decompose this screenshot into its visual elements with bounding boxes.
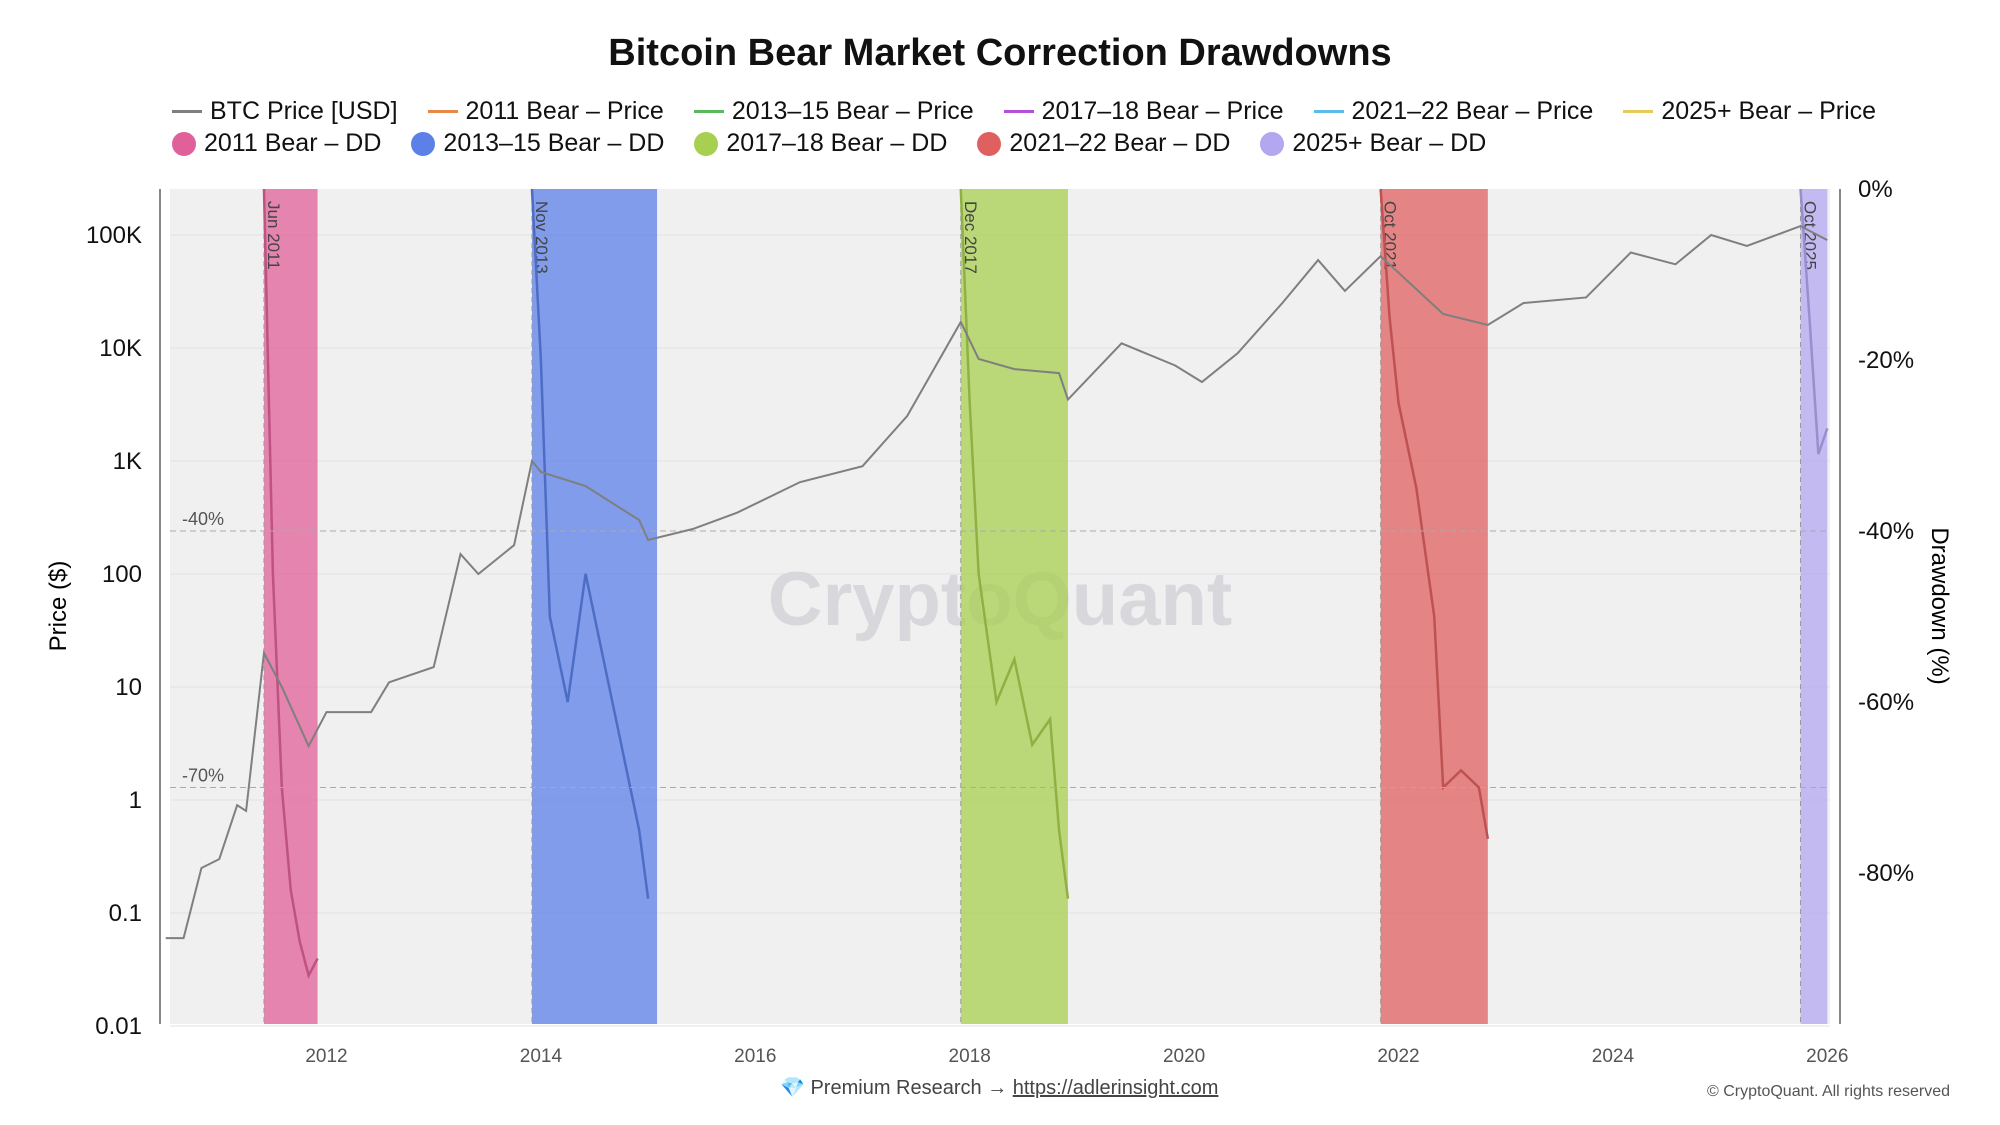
bear-band — [1800, 189, 1828, 1024]
y-tick-label: 100 — [102, 561, 142, 588]
x-tick-label: 2014 — [520, 1046, 563, 1067]
y-tick-label: 10 — [115, 674, 142, 701]
footer: 💎 Premium Research → https://adlerinsigh… — [780, 1075, 1218, 1100]
bear-band — [960, 189, 1068, 1024]
legend-dd-row: 2011 Bear – DD 2013–15 Bear – DD 2017–18… — [172, 129, 1486, 158]
footer-text: Premium Research → — [810, 1077, 1008, 1099]
x-tick-label: 2022 — [1377, 1046, 1419, 1067]
bear-band — [531, 189, 658, 1024]
legend-swatch — [1260, 131, 1285, 156]
copyright: © CryptoQuant. All rights reserved — [1707, 1083, 1950, 1100]
x-tick-label: 2016 — [734, 1046, 776, 1067]
legend-swatch — [172, 131, 196, 156]
legend-label: 2017–18 Bear – Price — [1041, 97, 1284, 125]
legend-label: 2021–22 Bear – Price — [1351, 97, 1594, 125]
x-tick-label: 2018 — [949, 1046, 991, 1067]
legend-swatch — [694, 131, 719, 156]
legend-label: 2013–15 Bear – DD — [443, 129, 665, 157]
legend-item[interactable]: 2021–22 Bear – DD — [977, 129, 1230, 158]
drawdown-line — [959, 188, 1070, 899]
reference-label: -40% — [182, 509, 224, 529]
drawdown-line — [530, 188, 650, 899]
legend-label: 2017–18 Bear – DD — [726, 129, 948, 157]
legend-item[interactable]: 2017–18 Bear – DD — [694, 129, 947, 158]
legend-label: BTC Price [USD] — [210, 97, 398, 125]
legend-label: 2021–22 Bear – DD — [1009, 129, 1231, 157]
y2-tick-label: -60% — [1858, 689, 1914, 716]
y2-tick-label: -80% — [1858, 860, 1914, 887]
legend-item[interactable]: 2025+ Bear – Price — [1623, 97, 1876, 126]
legend-item[interactable]: BTC Price [USD] — [172, 97, 398, 126]
bear-start-label: Dec 2017 — [961, 201, 980, 274]
legend-label: 2013–15 Bear – Price — [731, 97, 974, 125]
y-tick-label: 1 — [129, 787, 142, 814]
y-axis-title: Price ($) — [45, 561, 72, 652]
bear-band — [1380, 189, 1488, 1024]
legend-swatch — [1003, 110, 1034, 113]
y-tick-label: 0.01 — [95, 1013, 142, 1040]
legend-price-row: BTC Price [USD] 2011 Bear – Price 2013–1… — [172, 97, 1876, 126]
legend-item[interactable]: 2017–18 Bear – Price — [1003, 97, 1284, 126]
legend-label: 2025+ Bear – DD — [1292, 129, 1487, 157]
legend-swatch — [1623, 110, 1654, 113]
legend-item[interactable]: 2013–15 Bear – DD — [411, 129, 664, 158]
bear-start-label: Jun 2011 — [264, 201, 283, 270]
x-tick-label: 2020 — [1163, 1046, 1205, 1067]
y2-tick-label: 0% — [1858, 176, 1893, 203]
legend-item[interactable]: 2021–22 Bear – Price — [1313, 97, 1594, 126]
y-tick-label: 10K — [99, 335, 142, 362]
legend-label: 2011 Bear – DD — [204, 129, 382, 157]
legend-swatch — [1313, 110, 1344, 113]
legend-item[interactable]: 2013–15 Bear – Price — [693, 97, 974, 126]
bear-start-label: Nov 2013 — [532, 201, 551, 274]
legend-swatch — [411, 131, 436, 156]
y-tick-label: 0.1 — [109, 900, 142, 927]
y2-tick-label: -20% — [1858, 347, 1914, 374]
y-tick-label: 100K — [86, 222, 142, 249]
legend-item[interactable]: 2025+ Bear – DD — [1260, 129, 1486, 158]
legend-swatch — [427, 110, 458, 113]
price-line — [165, 224, 1828, 940]
y2-axis-title: Drawdown (%) — [1926, 527, 1953, 684]
y2-tick-label: -40% — [1858, 518, 1914, 545]
legend-label: 2011 Bear – Price — [465, 97, 664, 125]
x-tick-label: 2026 — [1806, 1046, 1848, 1067]
legend-swatch — [693, 110, 724, 113]
y-tick-label: 1K — [113, 448, 142, 475]
x-tick-label: 2024 — [1592, 1046, 1635, 1067]
diamond-icon: 💎 — [780, 1077, 805, 1099]
legend-swatch — [172, 110, 202, 113]
drawdown-line — [262, 188, 319, 980]
legend-label: 2025+ Bear – Price — [1661, 97, 1877, 125]
legend-item[interactable]: 2011 Bear – Price — [427, 97, 664, 126]
legend-item[interactable]: 2011 Bear – DD — [172, 129, 381, 158]
reference-label: -70% — [182, 766, 224, 786]
legend-swatch — [977, 131, 1002, 156]
chart-title: Bitcoin Bear Market Correction Drawdowns — [608, 32, 1392, 74]
footer-link[interactable]: https://adlerinsight.com — [1012, 1077, 1219, 1099]
drawdown-line — [1379, 188, 1490, 840]
bear-band — [263, 189, 318, 1024]
x-tick-label: 2012 — [305, 1046, 347, 1067]
drawdown-line — [1799, 188, 1829, 455]
